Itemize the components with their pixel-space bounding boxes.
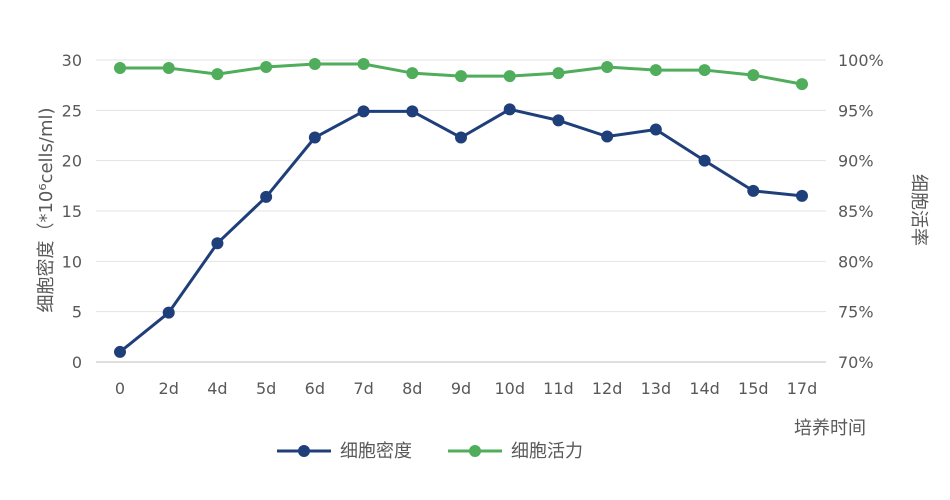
data-point-0-6 [406,105,419,118]
left-tick-label: 20 [62,152,82,171]
x-tick-label: 7d [353,379,373,398]
legend: 细胞密度 细胞活力 [277,441,583,462]
right-tick-label: 95% [838,101,874,120]
data-point-0-10 [601,130,614,143]
x-tick-label: 13d [641,379,672,398]
data-point-0-5 [357,105,370,118]
right-axis-title: 细胞活率 [908,174,929,246]
data-point-1-10 [601,61,614,74]
data-point-1-14 [796,78,808,91]
left-tick-label: 5 [72,303,82,322]
series-group [114,58,808,358]
x-tick-label: 11d [543,379,574,398]
legend-label-density: 细胞密度 [340,441,412,462]
right-tick-label: 80% [838,252,874,271]
data-point-1-3 [260,61,273,74]
data-point-1-8 [503,70,516,83]
data-point-0-7 [455,131,467,144]
data-point-0-12 [698,154,711,167]
x-tick-label: 4d [207,379,227,398]
x-tick-label: 9d [451,379,471,398]
legend-item-density: 细胞密度 [277,441,412,462]
data-point-1-1 [162,62,175,75]
data-point-0-2 [211,237,224,250]
gridlines [96,59,826,363]
x-tick-label: 12d [592,379,623,398]
data-point-0-8 [503,103,516,116]
data-point-1-11 [649,64,662,77]
right-tick-label: 70% [838,353,874,372]
legend-label-viability: 细胞活力 [511,441,583,462]
x-tick-label: 17d [787,379,818,398]
data-point-0-11 [649,123,662,136]
right-tick-label: 75% [838,303,874,322]
x-tick-label: 6d [305,379,325,398]
data-point-1-2 [211,68,224,81]
x-tick-label: 10d [494,379,525,398]
legend-item-viability: 细胞活力 [448,441,583,462]
right-axis-ticks: 70% 75% 80% 85% 90% 95% 100% [838,51,884,372]
data-point-1-7 [455,70,467,83]
right-tick-label: 100% [838,51,884,70]
data-point-0-0 [114,345,126,358]
left-axis-ticks: 0 5 10 15 20 25 30 [62,51,82,372]
data-point-1-9 [552,67,565,80]
left-tick-label: 25 [62,101,82,120]
legend-marker-viability [469,445,481,457]
data-point-1-0 [114,62,126,75]
x-tick-label: 15d [738,379,769,398]
left-axis-title: 细胞密度（*10⁶cells/ml) [36,107,57,312]
data-point-1-13 [747,69,760,82]
data-point-0-3 [260,190,273,203]
left-tick-label: 10 [62,252,82,271]
data-point-1-12 [698,64,711,77]
left-tick-label: 0 [72,353,82,372]
x-tick-label: 5d [256,379,276,398]
legend-marker-density [298,445,310,457]
data-point-1-4 [308,58,321,71]
series-line-0 [119,107,803,354]
data-point-0-4 [308,131,321,144]
left-tick-label: 15 [62,202,82,221]
right-tick-label: 90% [838,152,874,171]
x-tick-label: 14d [689,379,720,398]
x-axis-title: 培养时间 [794,418,866,439]
left-tick-label: 30 [62,51,82,70]
data-point-0-13 [747,184,760,197]
x-axis-ticks: 0 2d 4d 5d 6d 7d 8d 9d 10d 11d 12d 13d 14d 15d 17d [115,379,817,398]
data-point-0-1 [162,306,175,319]
right-tick-label: 85% [838,202,874,221]
data-point-0-9 [552,114,565,127]
x-tick-label: 0 [115,379,125,398]
data-point-0-14 [796,189,808,202]
data-point-1-6 [406,67,419,80]
x-tick-label: 8d [402,379,422,398]
data-point-1-5 [357,58,370,71]
x-tick-label: 2d [159,379,179,398]
